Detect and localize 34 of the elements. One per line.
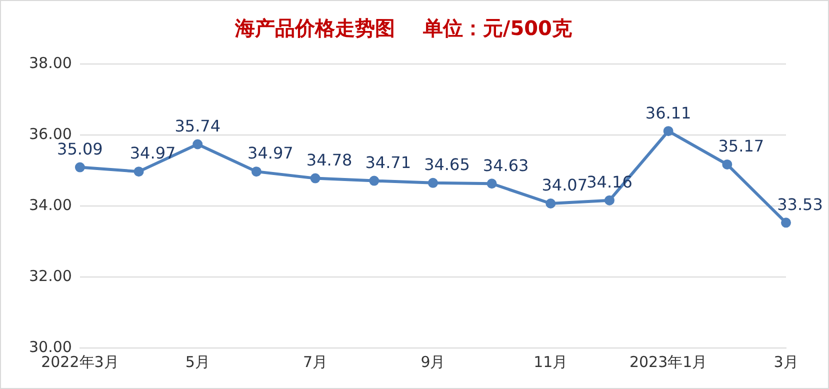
point [781, 218, 791, 228]
x-tick-label: 11月 [534, 352, 568, 371]
point [604, 195, 614, 206]
data-label: 34.97 [248, 144, 294, 163]
data-label: 36.11 [645, 103, 692, 122]
data-label: 34.71 [365, 152, 412, 172]
data-label: 35.17 [718, 136, 764, 156]
point [428, 178, 438, 188]
point [369, 176, 380, 186]
point [310, 173, 320, 184]
point [663, 126, 674, 136]
x-tick-label: 3月 [774, 352, 798, 371]
point [134, 166, 144, 177]
data-label: 33.53 [777, 194, 823, 214]
y-tick-label: 38.00 [28, 54, 72, 72]
point [486, 178, 497, 189]
x-tick-label: 5月 [185, 352, 210, 371]
x-tick-label: 9月 [420, 352, 446, 371]
x-tick-label: 2023年1月 [629, 352, 708, 371]
point [74, 162, 85, 172]
y-tick-label: 34.00 [28, 196, 72, 214]
chart-title: 海产品价格走势图 单位：元/500克 [234, 16, 572, 40]
x-tick-label: 7月 [303, 352, 328, 371]
data-label: 35.74 [174, 116, 221, 136]
point [192, 139, 203, 150]
data-label: 34.63 [482, 156, 529, 175]
point [722, 159, 732, 170]
point [546, 198, 556, 209]
y-tick-label: 32.00 [28, 266, 72, 285]
data-label: 34.78 [306, 150, 352, 170]
data-label: 34.07 [542, 176, 588, 195]
data-label: 34.97 [130, 144, 176, 163]
point [251, 166, 262, 177]
data-label: 34.65 [424, 155, 470, 174]
